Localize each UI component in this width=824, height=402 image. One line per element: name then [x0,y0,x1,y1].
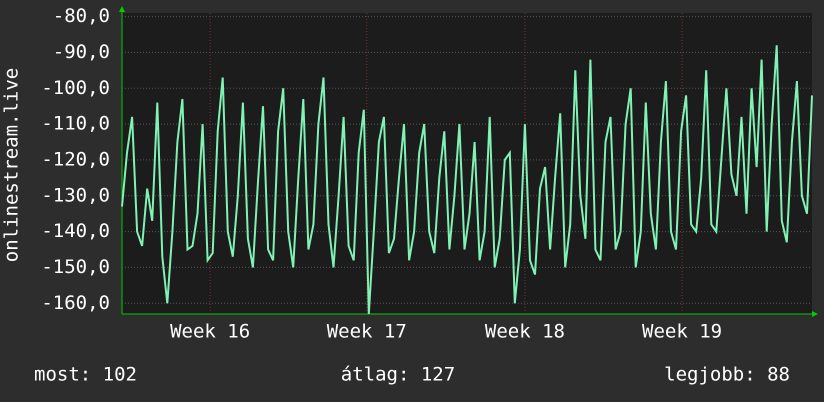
y-tick-label: -80,0 [53,5,110,27]
y-tick-label: -90,0 [53,41,110,63]
y-tick-label: -160,0 [41,292,110,314]
plot-area [122,13,812,314]
y-axis-title: onlinestream.live [1,68,23,262]
y-arrow [119,6,125,12]
marks: -80,0 -90,0 -100,0 -110,0 -120,0 -130,0 -140,0… [41,5,813,343]
series-line [121,45,813,315]
y-tick-label: -120,0 [41,148,110,170]
y-tick-label: -130,0 [41,184,110,206]
x-tick-label: Week 18 [485,321,565,343]
y-tick-label: -140,0 [41,220,110,242]
y-tick-label: -150,0 [41,256,110,278]
stat-current: most: 102 [34,364,137,386]
x-tick-label: Week 17 [327,321,407,343]
y-tick-label: -110,0 [41,113,110,135]
x-tick-label: Week 16 [170,321,250,343]
x-tick-label: Week 19 [642,321,722,343]
stat-average: átlag: 127 [341,364,455,386]
y-tick-label: -100,0 [41,77,110,99]
x-arrow [812,311,818,317]
stat-best: legjobb: 88 [664,364,790,386]
